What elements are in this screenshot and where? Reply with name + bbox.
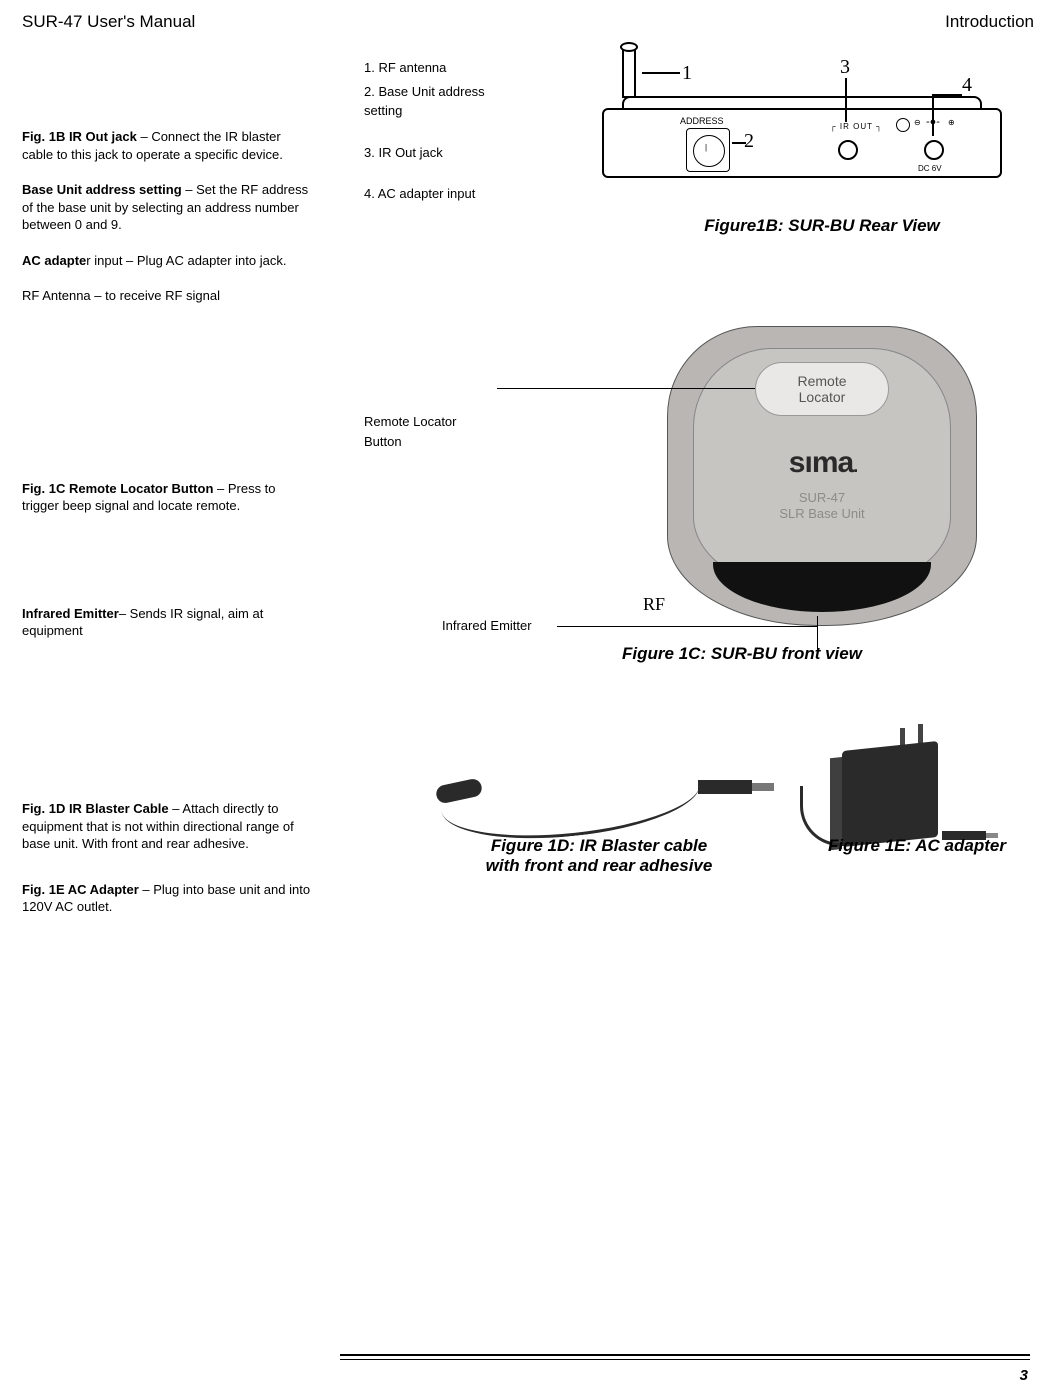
caption-fig1d: Figure 1D: IR Blaster cable with front a…: [434, 836, 764, 876]
caption-fig1d-line1: Figure 1D: IR Blaster cable: [434, 836, 764, 856]
model-line2: SLR Base Unit: [747, 506, 897, 522]
desc-fig1b-irout: Fig. 1B IR Out jack – Connect the IR bla…: [22, 128, 314, 163]
desc-ac-adapter-rest: r input – Plug AC adapter into jack.: [86, 253, 286, 268]
dc-label: DC 6V: [918, 164, 942, 173]
desc-ac-adapter-bold: AC adapte: [22, 253, 86, 268]
front-view-diagram: Remote Locator sıma. SUR-47 SLR Base Uni…: [497, 316, 1037, 686]
remote-locator-button-graphic: Remote Locator: [755, 362, 889, 416]
header-left: SUR-47 User's Manual: [22, 12, 195, 32]
desc-fig1d: Fig. 1D IR Blaster Cable – Attach direct…: [22, 800, 314, 853]
annot-ac-input: 4. AC adapter input: [364, 184, 514, 204]
desc-ir-emitter-bold: Infrared Emitter: [22, 606, 119, 621]
ac-body-icon: [842, 741, 938, 847]
desc-fig1b-irout-bold: Fig. 1B IR Out jack: [22, 129, 137, 144]
header-right: Introduction: [945, 12, 1034, 32]
desc-fig1e-bold: Fig. 1E AC Adapter: [22, 882, 139, 897]
desc-ac-adapter: AC adapter input – Plug AC adapter into …: [22, 252, 314, 270]
desc-ir-emitter: Infrared Emitter– Sends IR signal, aim a…: [22, 605, 314, 640]
rear-annot-list: 1. RF antenna 2. Base Unit address setti…: [364, 58, 514, 204]
desc-rf-antenna: RF Antenna – to receive RF signal: [22, 287, 314, 305]
address-dial-inner: [693, 135, 725, 167]
caption-fig1c: Figure 1C: SUR-BU front view: [542, 644, 942, 664]
annot-base-addr: 2. Base Unit address setting: [364, 82, 514, 121]
callout-3: 3: [840, 56, 850, 79]
model-text: SUR-47 SLR Base Unit: [747, 490, 897, 523]
annot-ir-out: 3. IR Out jack: [364, 143, 514, 163]
footer-rule-thin: [340, 1359, 1030, 1360]
right-column: 1. RF antenna 2. Base Unit address setti…: [342, 36, 1034, 916]
annot-remote-locator: Remote Locator Button: [364, 412, 494, 451]
rear-panel: ADDRESS | ┌ IR OUT ┐ DC 6V ⊖ -●- ⊕: [602, 108, 1002, 178]
desc-fig1e: Fig. 1E AC Adapter – Plug into base unit…: [22, 881, 314, 916]
address-label: ADDRESS: [680, 116, 724, 126]
left-column: Fig. 1B IR Out jack – Connect the IR bla…: [22, 36, 342, 916]
antenna-tip-icon: [620, 42, 638, 52]
ac-prong-icon: [918, 724, 923, 744]
rf-label: RF: [643, 594, 665, 615]
antenna-icon: [622, 46, 636, 98]
rear-view-diagram: ADDRESS | ┌ IR OUT ┐ DC 6V ⊖ -●- ⊕ 1 2 3: [562, 46, 1032, 196]
annot-rf-antenna: 1. RF antenna: [364, 58, 514, 78]
ir-out-jack-icon: [838, 140, 858, 160]
sima-logo: sıma.: [759, 446, 887, 480]
annot-ir-emitter: Infrared Emitter: [442, 616, 532, 636]
desc-fig1c-bold: Fig. 1C Remote Locator Button: [22, 481, 213, 496]
dc-jack-icon: [924, 140, 944, 160]
irout-label: ┌ IR OUT ┐: [830, 122, 883, 131]
address-dial: |: [686, 128, 730, 172]
caption-fig1e: Figure 1E: AC adapter: [782, 836, 1052, 856]
caption-fig1b: Figure1B: SUR-BU Rear View: [622, 216, 1022, 236]
model-line1: SUR-47: [747, 490, 897, 506]
desc-fig1c: Fig. 1C Remote Locator Button – Press to…: [22, 480, 314, 515]
cable-plug-icon: [698, 780, 752, 794]
desc-base-addr-bold: Base Unit address setting: [22, 182, 182, 197]
callout-1: 1: [682, 62, 692, 85]
callout-4: 4: [962, 74, 972, 97]
desc-fig1d-bold: Fig. 1D IR Blaster Cable: [22, 801, 169, 816]
screw-icon: [896, 118, 910, 132]
caption-fig1d-line2: with front and rear adhesive: [434, 856, 764, 876]
desc-base-addr: Base Unit address setting – Set the RF a…: [22, 181, 314, 234]
page-number: 3: [1020, 1367, 1028, 1384]
footer-rule: [340, 1354, 1030, 1356]
